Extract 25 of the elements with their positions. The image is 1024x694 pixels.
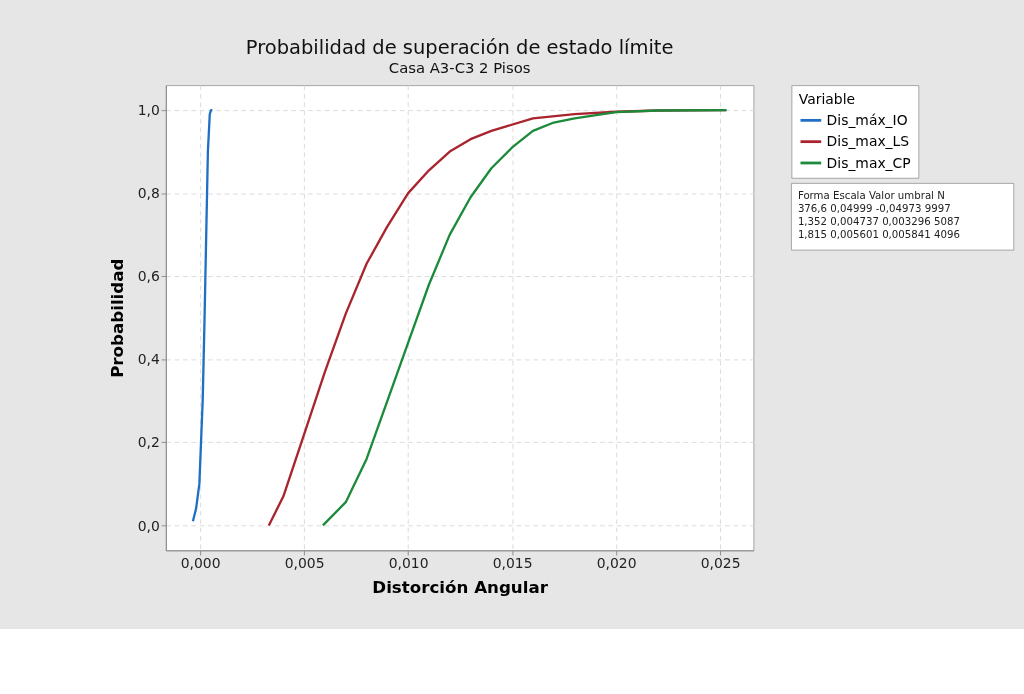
y-tick-label: 0,0 bbox=[137, 517, 160, 534]
y-tick-label: 0,6 bbox=[137, 268, 160, 285]
x-tick-label: 0,005 bbox=[284, 555, 325, 572]
legend-label: Dis_máx_IO bbox=[826, 111, 908, 128]
legend-label: Dis_max_LS bbox=[826, 133, 910, 150]
x-tick-label: 0,025 bbox=[700, 555, 741, 572]
y-tick-label: 0,2 bbox=[137, 434, 160, 451]
legend-title: Variable bbox=[798, 90, 856, 107]
y-tick-label: 0,4 bbox=[137, 351, 161, 368]
chart-title: Probabilidad de superación de estado límite bbox=[245, 36, 674, 60]
text: 1,352 0,004737 0,003296 5087 bbox=[797, 216, 960, 228]
y-tick-label: 1,0 bbox=[137, 102, 160, 119]
x-tick-label: 0,000 bbox=[180, 555, 221, 572]
chart-subtitle: Casa A3-C3 2 Pisos bbox=[388, 58, 531, 76]
text: 376,6 0,04999 -0,04973 9997 bbox=[797, 203, 951, 215]
text: 1,815 0,005601 0,005841 4096 bbox=[797, 229, 960, 241]
y-axis-title: Probabilidad bbox=[107, 258, 127, 378]
x-tick-label: 0,015 bbox=[492, 555, 533, 572]
x-tick-label: 0,020 bbox=[596, 555, 637, 572]
text: Forma Escala Valor umbral N bbox=[797, 190, 945, 202]
x-axis-title: Distorción Angular bbox=[372, 578, 549, 598]
legend-label: Dis_max_CP bbox=[826, 154, 911, 171]
line-series bbox=[191, 108, 214, 523]
y-tick-label: 0,8 bbox=[137, 185, 160, 202]
x-tick-label: 0,010 bbox=[388, 555, 429, 572]
